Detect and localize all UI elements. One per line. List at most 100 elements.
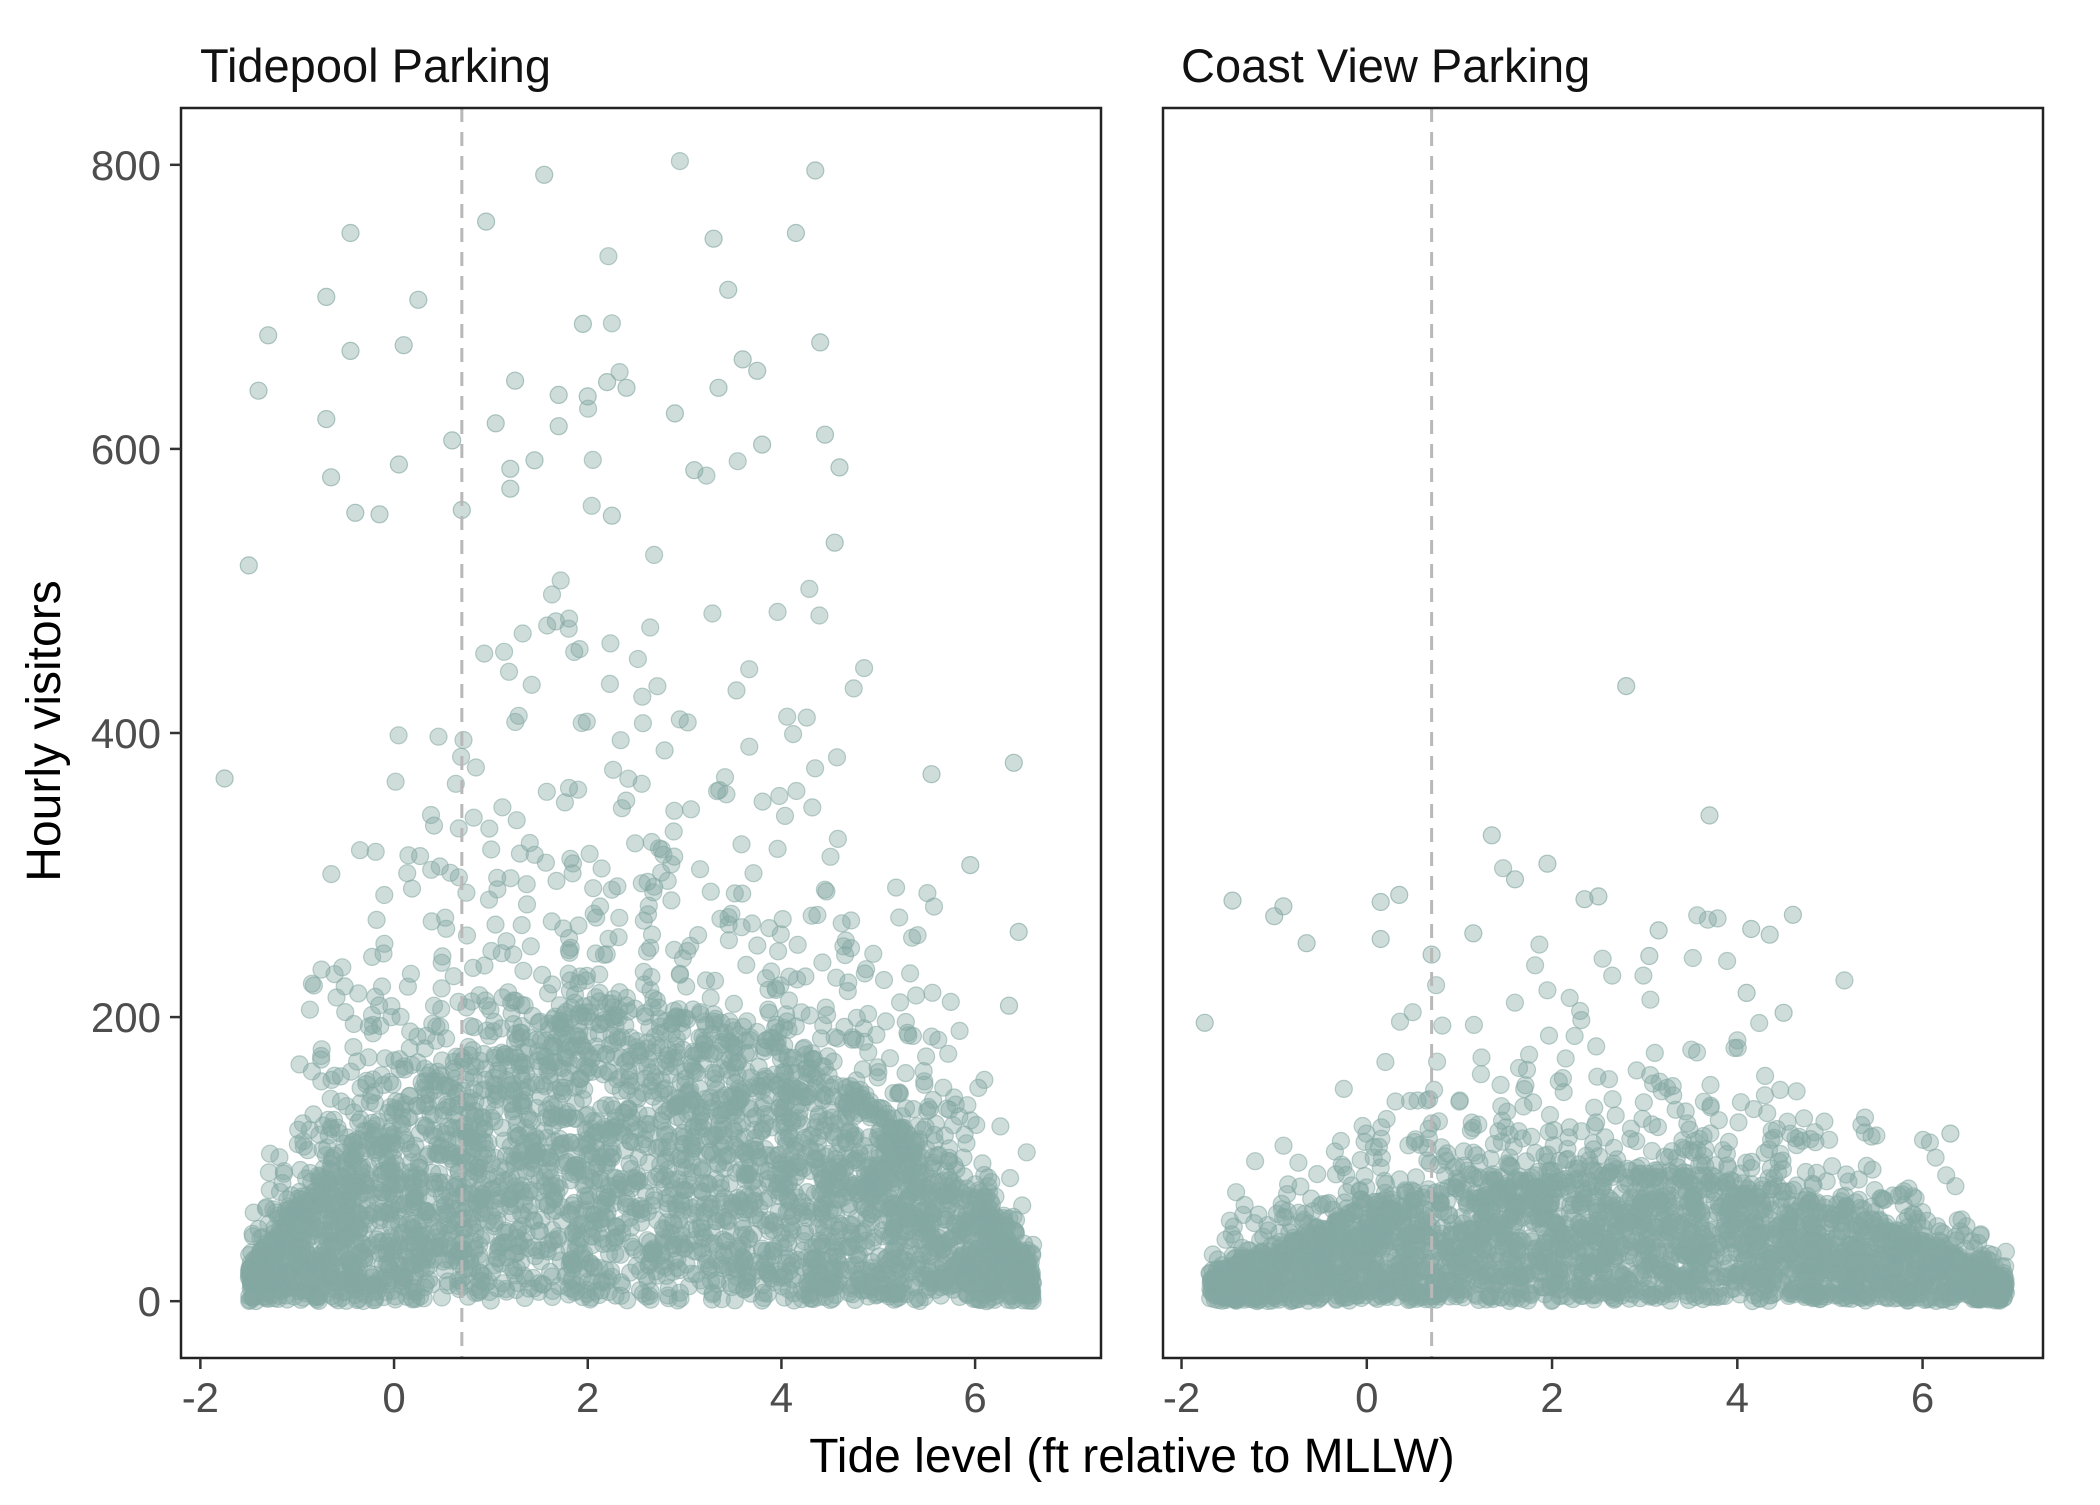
scatter-point <box>550 386 567 403</box>
scatter-point <box>305 977 322 994</box>
scatter-point <box>712 1175 729 1192</box>
scatter-point <box>627 835 644 852</box>
scatter-point <box>608 1219 625 1236</box>
scatter-point <box>516 1084 533 1101</box>
scatter-point <box>390 727 407 744</box>
scatter-point <box>601 675 618 692</box>
scatter-point <box>473 1159 490 1176</box>
scatter-point <box>930 1031 947 1048</box>
scatter-point <box>902 965 919 982</box>
scatter-point <box>426 997 443 1014</box>
scatter-point <box>502 480 519 497</box>
scatter-point <box>781 968 798 985</box>
scatter-point <box>483 841 500 858</box>
scatter-point <box>566 1110 583 1127</box>
scatter-point <box>276 1163 293 1180</box>
scatter-point <box>856 965 873 982</box>
scatter-point <box>725 995 742 1012</box>
x-tick-label: 6 <box>963 1374 986 1421</box>
scatter-point <box>315 1117 332 1134</box>
scatter-point <box>515 1135 532 1152</box>
scatter-point <box>812 334 829 351</box>
scatter-point <box>571 641 588 658</box>
scatter-point <box>376 1134 393 1151</box>
scatter-point <box>436 1217 453 1234</box>
scatter-point <box>569 1217 586 1234</box>
scatter-point <box>404 1057 421 1074</box>
scatter-point <box>376 887 393 904</box>
scatter-point <box>807 162 824 179</box>
scatter-point <box>347 504 364 521</box>
scatter-point <box>653 841 670 858</box>
scatter-point <box>754 436 771 453</box>
scatter-point <box>992 1118 1009 1135</box>
scatter-point <box>923 766 940 783</box>
scatter-point <box>585 905 602 922</box>
scatter-point <box>645 884 662 901</box>
scatter-point <box>713 1291 730 1308</box>
scatter-point <box>531 1013 548 1030</box>
scatter-point <box>897 1065 914 1082</box>
scatter-point <box>720 932 737 949</box>
scatter-point <box>919 1228 936 1245</box>
scatter-point <box>741 1201 758 1218</box>
scatter-point <box>342 342 359 359</box>
scatter-point <box>769 603 786 620</box>
scatter-point <box>547 613 564 630</box>
scatter-point <box>822 848 839 865</box>
scatter-point <box>345 1039 362 1056</box>
scatter-point <box>724 1019 741 1036</box>
scatter-point <box>502 460 519 477</box>
scatter-point <box>815 1017 832 1034</box>
scatter-point <box>765 1247 782 1264</box>
scatter-point <box>649 1058 666 1075</box>
scatter-point <box>352 842 369 859</box>
scatter-point <box>712 1137 729 1154</box>
scatter-point <box>1022 1268 1039 1285</box>
scatter-point <box>801 580 818 597</box>
scatter-point <box>481 820 498 837</box>
scatter-point <box>1002 1170 1019 1187</box>
scatter-point <box>490 1237 507 1254</box>
scatter-point <box>502 870 519 887</box>
scatter-point <box>626 1241 643 1258</box>
scatter-point <box>708 1272 725 1289</box>
scatter-point <box>354 1284 371 1301</box>
scatter-point <box>809 907 826 924</box>
scatter-point <box>496 1172 513 1189</box>
scatter-point <box>723 905 740 922</box>
scatter-point <box>935 1079 952 1096</box>
scatter-point <box>749 937 766 954</box>
scatter-point <box>741 738 758 755</box>
scatter-point <box>702 990 719 1007</box>
scatter-point <box>581 845 598 862</box>
scatter-point <box>290 1246 307 1263</box>
scatter-point <box>733 836 750 853</box>
scatter-point <box>584 1050 601 1067</box>
scatter-point <box>507 372 524 389</box>
scatter-point <box>959 1097 976 1114</box>
scatter-point <box>1024 1292 1041 1309</box>
scatter-point <box>552 572 569 589</box>
scatter-point <box>642 1283 659 1300</box>
scatter-point <box>749 1024 766 1041</box>
scatter-point <box>607 1246 624 1263</box>
scatter-point <box>744 1110 761 1127</box>
scatter-point <box>888 879 905 896</box>
scatter-point <box>518 876 535 893</box>
scatter-point <box>603 881 620 898</box>
scatter-point <box>465 959 482 976</box>
scatter-point <box>666 941 683 958</box>
scatter-point <box>634 688 651 705</box>
scatter-point <box>368 911 385 928</box>
scatter-point <box>890 1085 907 1102</box>
scatter-point <box>814 1171 831 1188</box>
scatter-point <box>830 1163 847 1180</box>
scatter-point <box>807 760 824 777</box>
scatter-point <box>886 1220 903 1237</box>
scatter-point <box>798 709 815 726</box>
scatter-point <box>440 1098 457 1115</box>
scatter-point <box>544 1233 561 1250</box>
scatter-point <box>847 1031 864 1048</box>
scatter-point <box>513 1029 530 1046</box>
